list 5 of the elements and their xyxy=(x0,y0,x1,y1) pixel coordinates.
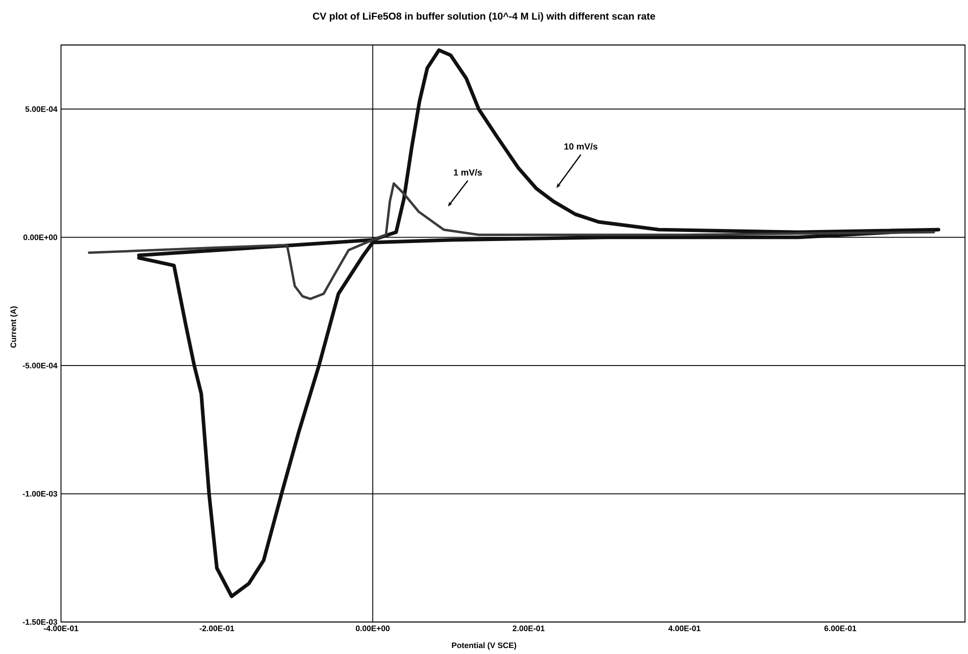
chart-title: CV plot of LiFe5O8 in buffer solution (10^-4 M Li) with different scan rate xyxy=(312,12,656,22)
annotation: 1 mV/s xyxy=(454,168,482,176)
line-series xyxy=(137,48,940,598)
line-series xyxy=(88,182,936,300)
annotation: 10 mV/s xyxy=(564,143,598,150)
